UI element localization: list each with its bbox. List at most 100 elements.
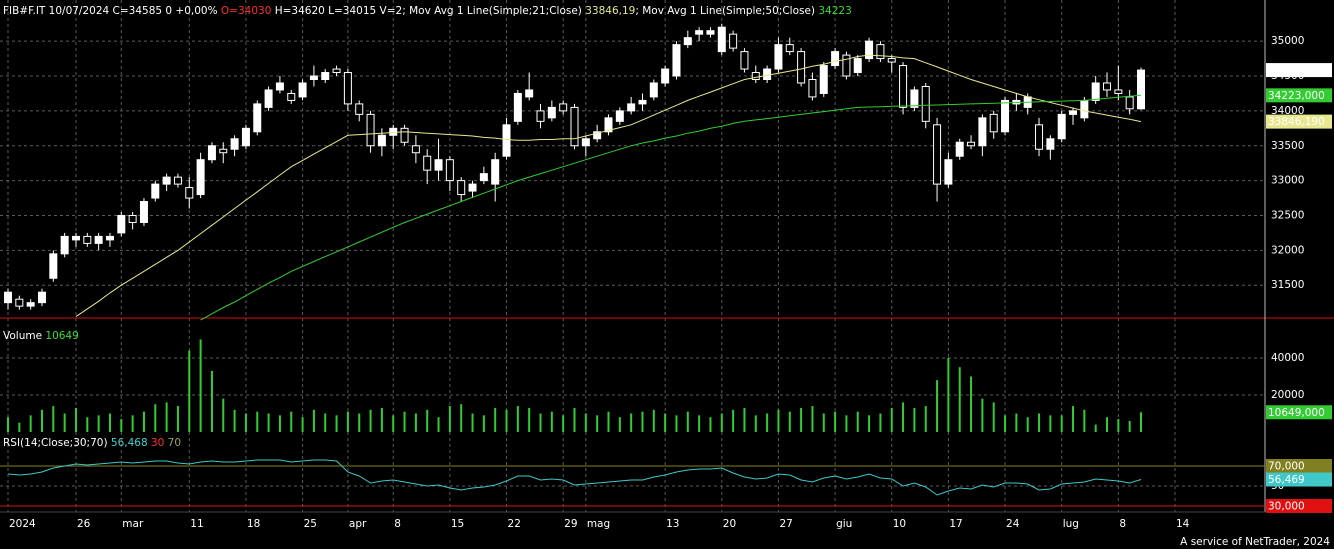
header-part: ; Mov Avg 1 Line(Simple;50;Close) <box>635 5 818 17</box>
x-tick-label: 17 <box>949 518 962 530</box>
last-value-box <box>1266 405 1332 420</box>
panel-header: RSI(14;Close;30;70) 56,468 30 70 <box>3 437 181 449</box>
panel-header: FIB#F.IT 10/07/2024 C=34585 0 +0,00% O=3… <box>3 5 852 17</box>
candle-body <box>479 173 488 182</box>
candle-body <box>638 99 647 105</box>
volume-bar <box>992 402 995 432</box>
candle-body <box>967 141 976 147</box>
candle-body <box>343 72 352 105</box>
moving-average-line <box>200 94 1142 321</box>
candle-body <box>695 30 704 35</box>
candle-body <box>468 183 477 192</box>
candle-body <box>457 180 466 196</box>
volume-bar <box>505 409 508 432</box>
candle-body <box>649 82 658 98</box>
moving-average-line <box>75 54 1142 318</box>
volume-bar <box>913 407 916 432</box>
x-tick-label: 29 <box>564 518 577 530</box>
candle-body <box>831 51 840 67</box>
rsi-line <box>7 459 1142 496</box>
header-part: 34223 <box>818 5 851 17</box>
volume-bar <box>188 350 191 432</box>
volume-bar <box>596 415 599 432</box>
last-value-label: 30,000 <box>1268 501 1305 513</box>
volume-bar <box>607 411 610 432</box>
candle-body <box>241 127 250 147</box>
volume-bar <box>471 413 474 432</box>
candle-body <box>219 148 228 154</box>
x-tick-label: 2024 <box>9 518 36 530</box>
header-part: RSI(14;Close;30;70) <box>3 437 111 449</box>
candle-body <box>151 183 160 199</box>
volume-bar <box>811 406 814 432</box>
volume-bar <box>312 409 315 432</box>
candle-body <box>797 51 806 84</box>
candle-body <box>1069 110 1078 115</box>
volume-bar <box>437 417 440 432</box>
x-tick-label: 18 <box>247 518 260 530</box>
volume-bar <box>358 413 361 432</box>
volume-bar <box>40 409 43 432</box>
candle-body <box>1035 124 1044 150</box>
candle-body <box>740 51 749 70</box>
candle-body <box>683 37 692 46</box>
volume-bar <box>165 402 168 432</box>
volume-bar <box>868 415 871 432</box>
last-value-label: 10649,000 <box>1268 407 1325 419</box>
header-part: 70 <box>164 437 181 449</box>
candle-body <box>445 159 454 182</box>
volume-bar <box>482 415 485 432</box>
candle-body <box>842 54 851 77</box>
candle-body <box>128 214 137 223</box>
volume-bar <box>108 413 111 432</box>
candle-body <box>230 138 239 150</box>
volume-bar <box>210 370 213 432</box>
volume-bar <box>426 409 429 432</box>
volume-bar <box>573 407 576 432</box>
volume-bar <box>324 413 327 432</box>
volume-bar <box>879 413 882 432</box>
volume-bar <box>199 339 202 432</box>
y-tick-label: 32500 <box>1271 209 1304 221</box>
volume-bar <box>86 417 89 432</box>
volume-bar <box>267 413 270 432</box>
candle-body <box>253 103 262 133</box>
candle-body <box>60 235 69 255</box>
x-tick-label: mag <box>587 518 610 530</box>
volume-bar <box>1072 406 1075 432</box>
x-tick-label: 13 <box>666 518 679 530</box>
candle-body <box>1137 69 1145 110</box>
candle-body <box>37 291 46 304</box>
x-tick-label: 26 <box>77 518 91 530</box>
candle-body <box>887 58 896 63</box>
x-tick-label: 10 <box>893 518 906 530</box>
volume-bar <box>539 413 542 432</box>
candle-body <box>173 176 182 185</box>
y-tick-label: 34000 <box>1271 105 1304 117</box>
candle-body <box>774 44 783 70</box>
volume-bar <box>18 422 21 432</box>
candle-body <box>355 103 364 115</box>
candle-body <box>627 103 636 112</box>
volume-bar <box>754 415 757 432</box>
header-part: 33846,19 <box>585 5 635 17</box>
candle-body <box>536 110 545 122</box>
volume-bar <box>494 407 497 432</box>
volume-bar <box>142 411 145 432</box>
volume-bar <box>936 380 939 432</box>
volume-bar <box>244 413 247 432</box>
candle-body <box>593 131 602 140</box>
candle-body <box>876 44 885 60</box>
volume-bar <box>743 407 746 432</box>
candle-body <box>604 117 613 133</box>
y-tick-label: 20000 <box>1271 389 1304 401</box>
volume-bar <box>641 411 644 432</box>
x-tick-label: 14 <box>1176 518 1190 530</box>
candle-body <box>547 106 556 119</box>
volume-bar <box>584 413 587 432</box>
candle-body <box>491 159 500 185</box>
candle-body <box>1046 138 1055 150</box>
volume-bar <box>947 357 950 432</box>
volume-bar <box>256 411 259 432</box>
candle-body <box>1001 99 1010 133</box>
